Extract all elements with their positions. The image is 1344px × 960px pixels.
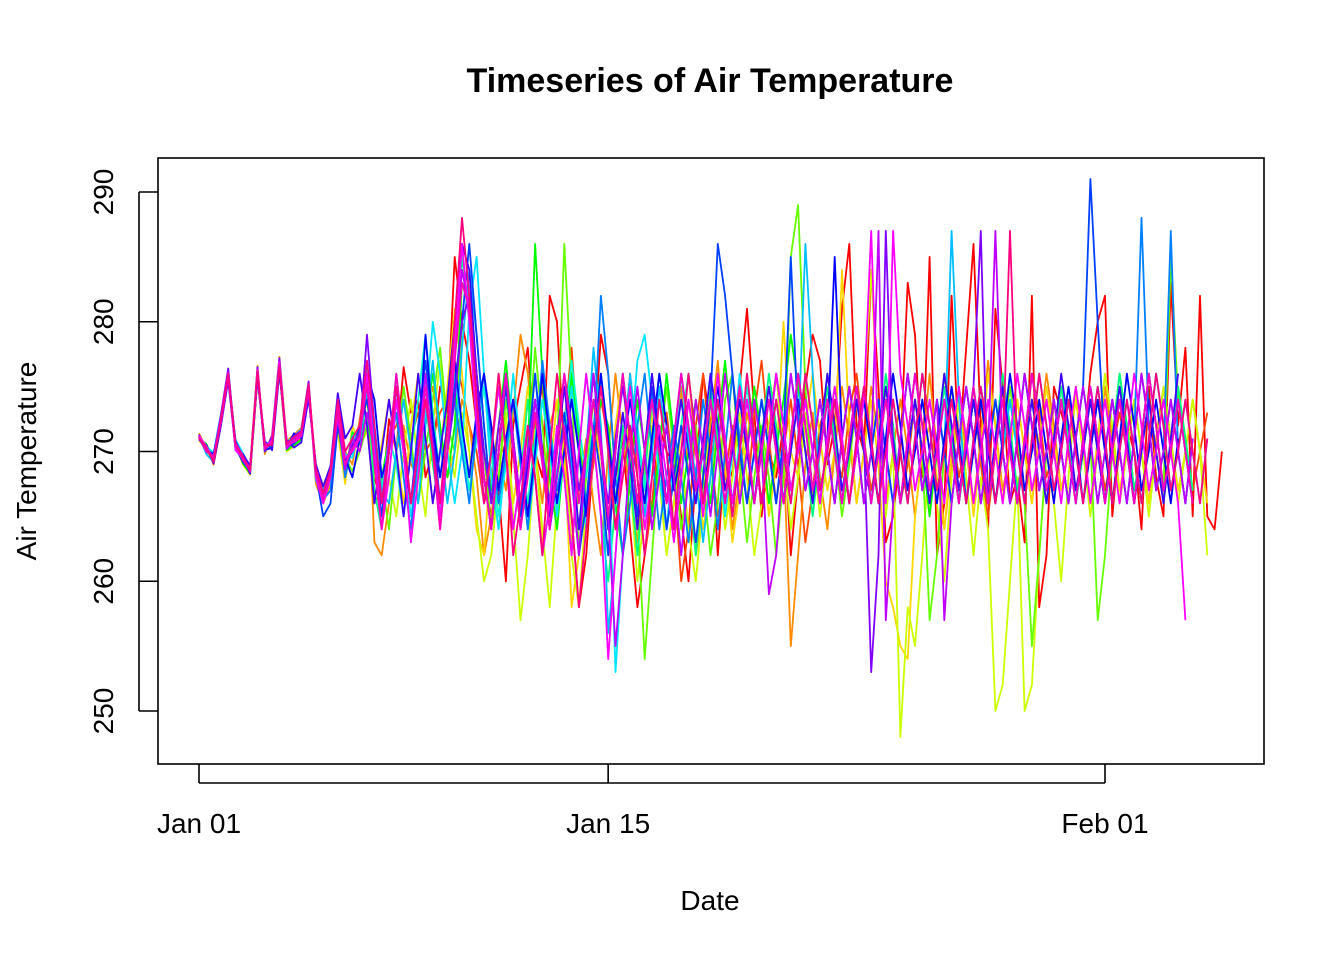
chart-title: Timeseries of Air Temperature bbox=[467, 62, 954, 100]
plot-frame bbox=[157, 157, 1265, 765]
x-axis: Jan 01 Jan 15 Feb 01 bbox=[157, 764, 1149, 839]
y-tick-label: 290 bbox=[88, 169, 119, 216]
series-layer bbox=[198, 178, 1223, 738]
y-tick-label: 250 bbox=[88, 688, 119, 735]
series-line-20 bbox=[198, 217, 1209, 609]
y-axis: 250 260 270 280 290 bbox=[88, 169, 158, 735]
series-line-6 bbox=[198, 204, 1194, 660]
x-tick-label: Jan 01 bbox=[157, 808, 241, 839]
y-tick-label: 270 bbox=[88, 428, 119, 475]
x-tick-label: Feb 01 bbox=[1061, 808, 1148, 839]
x-tick-label: Jan 15 bbox=[566, 808, 650, 839]
y-tick-label: 280 bbox=[88, 298, 119, 345]
series-line-17 bbox=[198, 230, 1194, 647]
x-axis-label: Date bbox=[680, 885, 739, 916]
y-tick-label: 260 bbox=[88, 558, 119, 605]
series-line-19 bbox=[198, 281, 1194, 531]
y-axis-label: Air Temperature bbox=[11, 362, 42, 561]
